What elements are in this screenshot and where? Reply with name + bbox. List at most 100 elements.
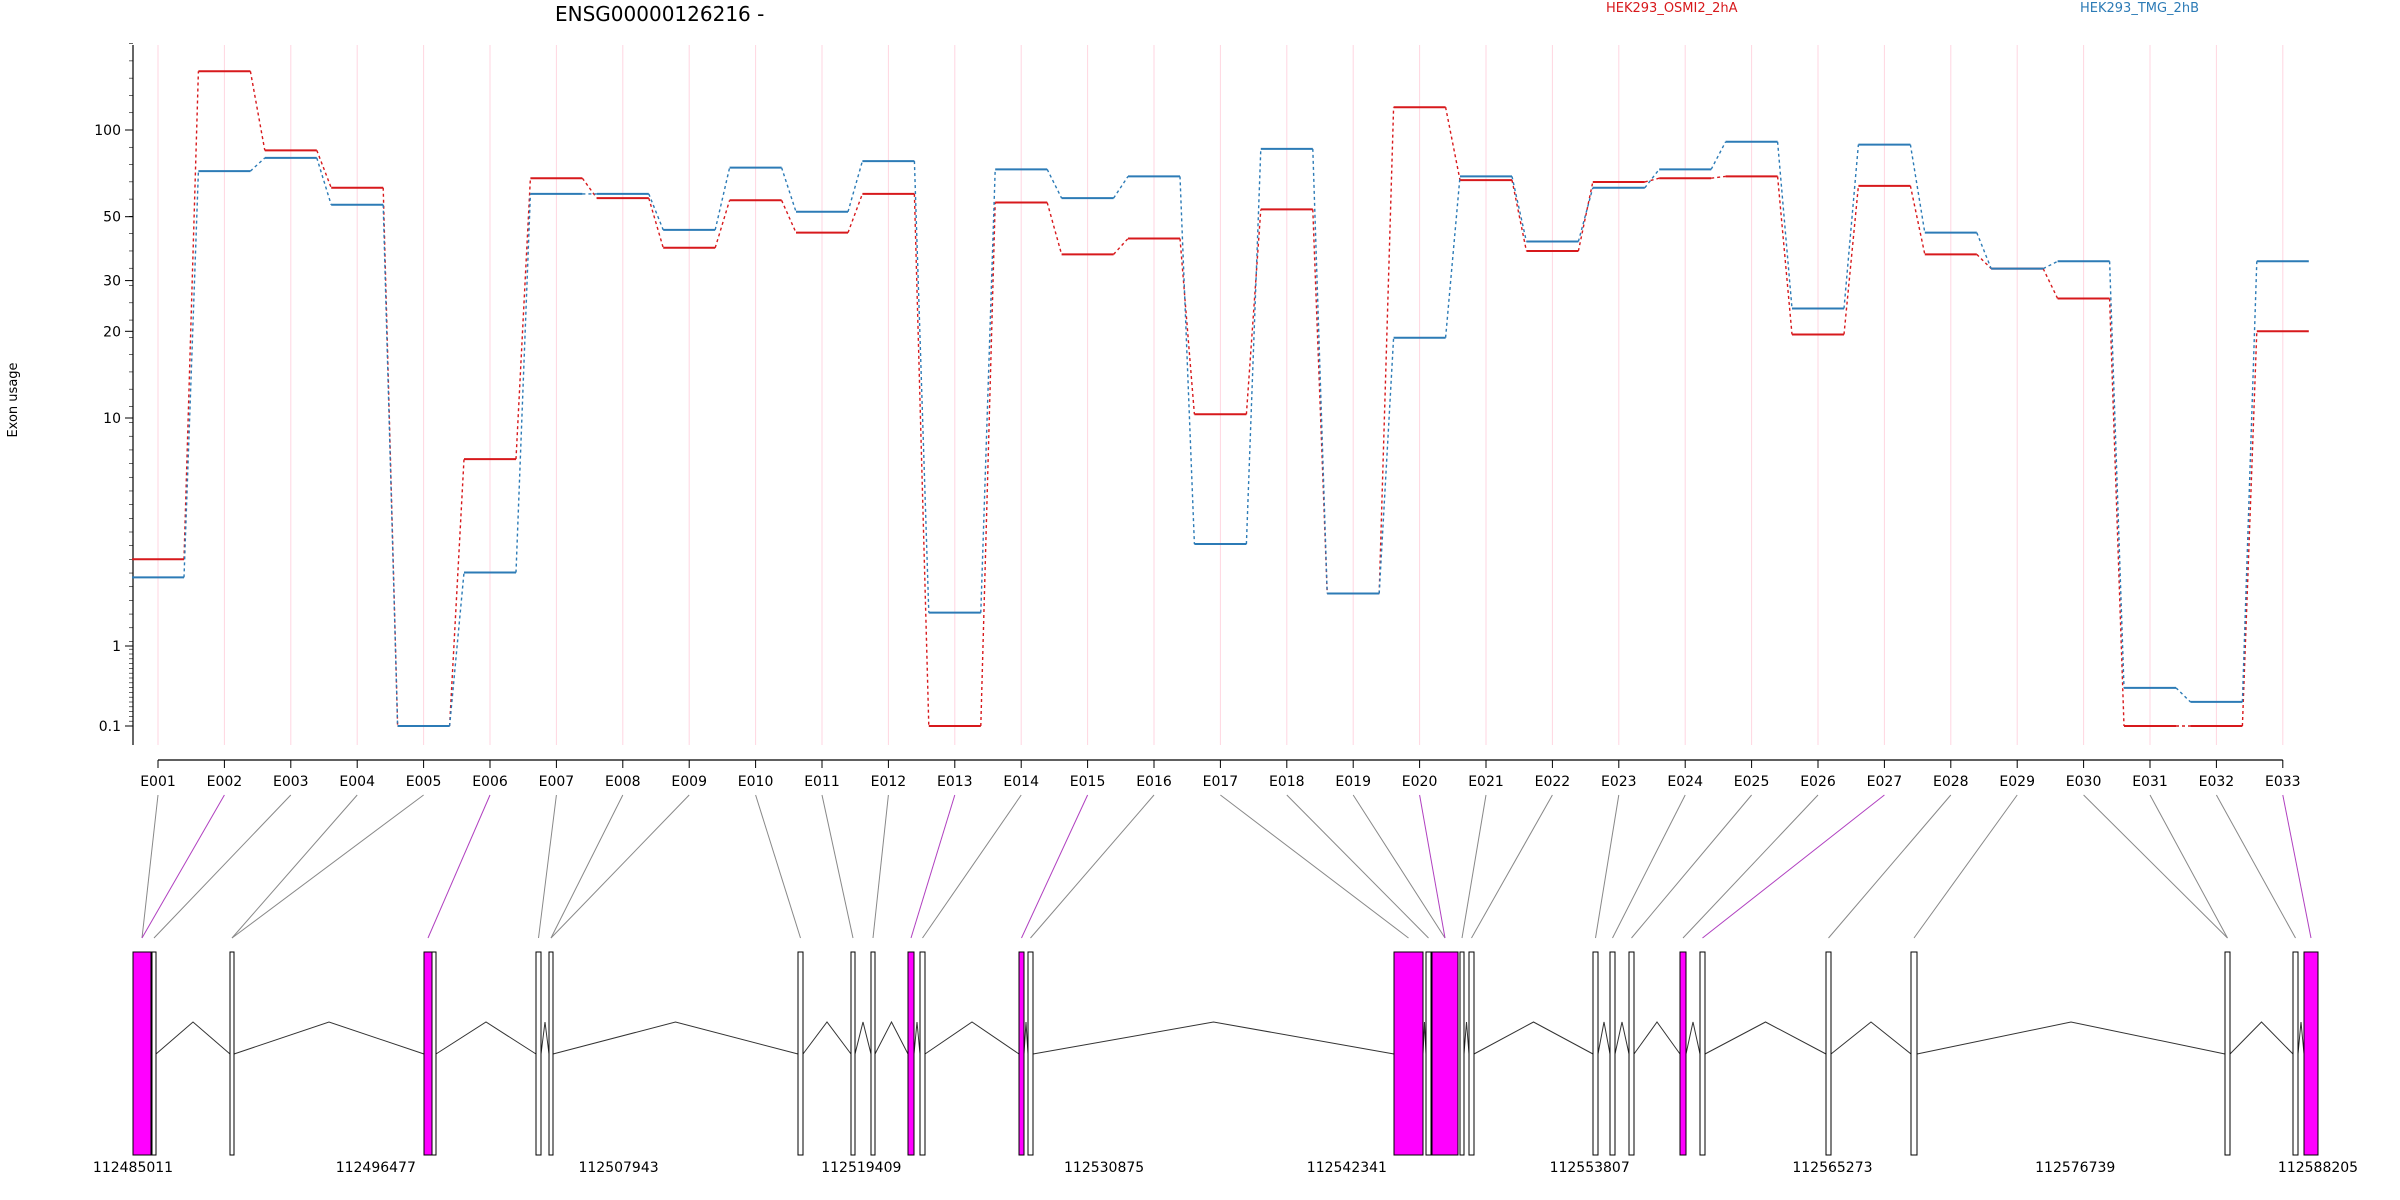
series-connector [847, 193, 864, 233]
exon-connector [550, 794, 624, 939]
exon-connector [872, 794, 889, 939]
intron-line [874, 1020, 909, 1055]
series-connector [913, 193, 930, 727]
exon-connector [141, 794, 159, 939]
y-tick-label: 100 [94, 123, 121, 139]
coordinate-label: 112519409 [821, 1160, 901, 1176]
intron-line [854, 1021, 872, 1055]
coordinate-label: 112485011 [93, 1160, 173, 1176]
series-connector [316, 150, 332, 189]
x-tick-label-e018: E018 [1269, 774, 1305, 790]
exon-connector [1352, 794, 1446, 939]
series-connector [1843, 185, 1860, 335]
chart-title: ENSG00000126216 - [555, 2, 765, 26]
exon-block [1592, 951, 1599, 1156]
exon-connector [1461, 794, 1487, 939]
x-tick-label-e001: E001 [140, 774, 176, 790]
series-connector [2108, 261, 2125, 688]
exon-connector [538, 794, 557, 939]
exon-connector [2215, 794, 2296, 939]
x-tick-label-e015: E015 [1070, 774, 1106, 790]
x-tick-label-e009: E009 [671, 774, 707, 790]
intron-line [1463, 1021, 1470, 1055]
coordinate-label: 112542341 [1307, 1160, 1387, 1176]
series-connector [780, 167, 797, 213]
exon-connector [1595, 794, 1620, 939]
series-connector [1843, 144, 1860, 309]
exon-connector [153, 794, 292, 939]
x-tick-label-e028: E028 [1933, 774, 1969, 790]
series-lines [132, 70, 2309, 727]
x-tick-label-e010: E010 [738, 774, 774, 790]
series-connector [2241, 331, 2258, 727]
intron-line [924, 1021, 1020, 1055]
y-tick-label: 1 [112, 639, 121, 655]
exon-block [1018, 951, 1025, 1156]
exon-connector [922, 794, 1022, 939]
series-connector [648, 193, 664, 231]
exon-connector [1419, 794, 1446, 939]
intron-line [1685, 1021, 1701, 1055]
x-tick-label-e005: E005 [406, 774, 442, 790]
intron-line [435, 1021, 537, 1055]
x-tick-label-e020: E020 [1402, 774, 1438, 790]
series-connector [1976, 232, 1992, 269]
exon-block [1699, 951, 1706, 1156]
exon-connector [1286, 794, 1429, 939]
x-tick-label-e011: E011 [804, 774, 840, 790]
series-connector [1046, 202, 1063, 255]
intron-line [1916, 1021, 2226, 1055]
series-connector [249, 157, 266, 172]
x-tick-label-e022: E022 [1535, 774, 1571, 790]
series-connector [1909, 144, 1926, 233]
coordinate-label: 112553807 [1550, 1160, 1630, 1176]
exon-block [1679, 951, 1687, 1156]
exon-block [850, 951, 856, 1156]
series-connector [1644, 168, 1660, 189]
series-connector [1711, 175, 1726, 179]
series-connector [183, 171, 200, 578]
series-connector [1776, 176, 1793, 335]
x-tick-label-e002: E002 [207, 774, 243, 790]
exon-connector [231, 794, 358, 939]
exon-connector [1471, 794, 1553, 939]
series-connector [1113, 176, 1129, 199]
genomic-coordinates: 112485011 112496477 112507943 112519409 1125… [93, 1160, 2358, 1176]
series-connector [581, 177, 598, 199]
exon-block [431, 951, 437, 1156]
x-tick-label-e021: E021 [1468, 774, 1504, 790]
coordinate-label: 112507943 [578, 1160, 658, 1176]
x-tick-label-e007: E007 [539, 774, 575, 790]
exon-block [1027, 951, 1034, 1156]
x-tick-label-e024: E024 [1667, 774, 1703, 790]
exon-block [548, 951, 554, 1156]
coordinate-label: 112496477 [336, 1160, 416, 1176]
series-connector [1444, 176, 1461, 338]
series-connector [980, 169, 996, 613]
x-tick-label-e026: E026 [1800, 774, 1836, 790]
intron-line [155, 1021, 231, 1055]
exon-connector [1030, 794, 1155, 939]
series-connector [1776, 141, 1793, 309]
intron-line [2297, 1021, 2305, 1055]
y-tick-label: 20 [103, 324, 121, 340]
exon-connector [2149, 794, 2228, 939]
series-connector [2108, 298, 2125, 727]
series-connector [913, 161, 930, 613]
series-connector [2175, 687, 2191, 703]
exon-connector [1828, 794, 1952, 939]
exon-connector [910, 794, 956, 939]
coordinate-label: 112530875 [1064, 1160, 1144, 1176]
x-tick-label-e012: E012 [871, 774, 907, 790]
intron-line [233, 1021, 425, 1055]
exon-block [1393, 951, 1424, 1156]
x-tick-label-e023: E023 [1601, 774, 1637, 790]
series-connector [714, 167, 731, 231]
exon-connector [755, 794, 801, 939]
exon-block [1910, 951, 1918, 1156]
intron-line [1633, 1021, 1681, 1055]
gene-model [132, 951, 2319, 1156]
series-connector [183, 71, 200, 560]
series-connector [1710, 141, 1727, 170]
